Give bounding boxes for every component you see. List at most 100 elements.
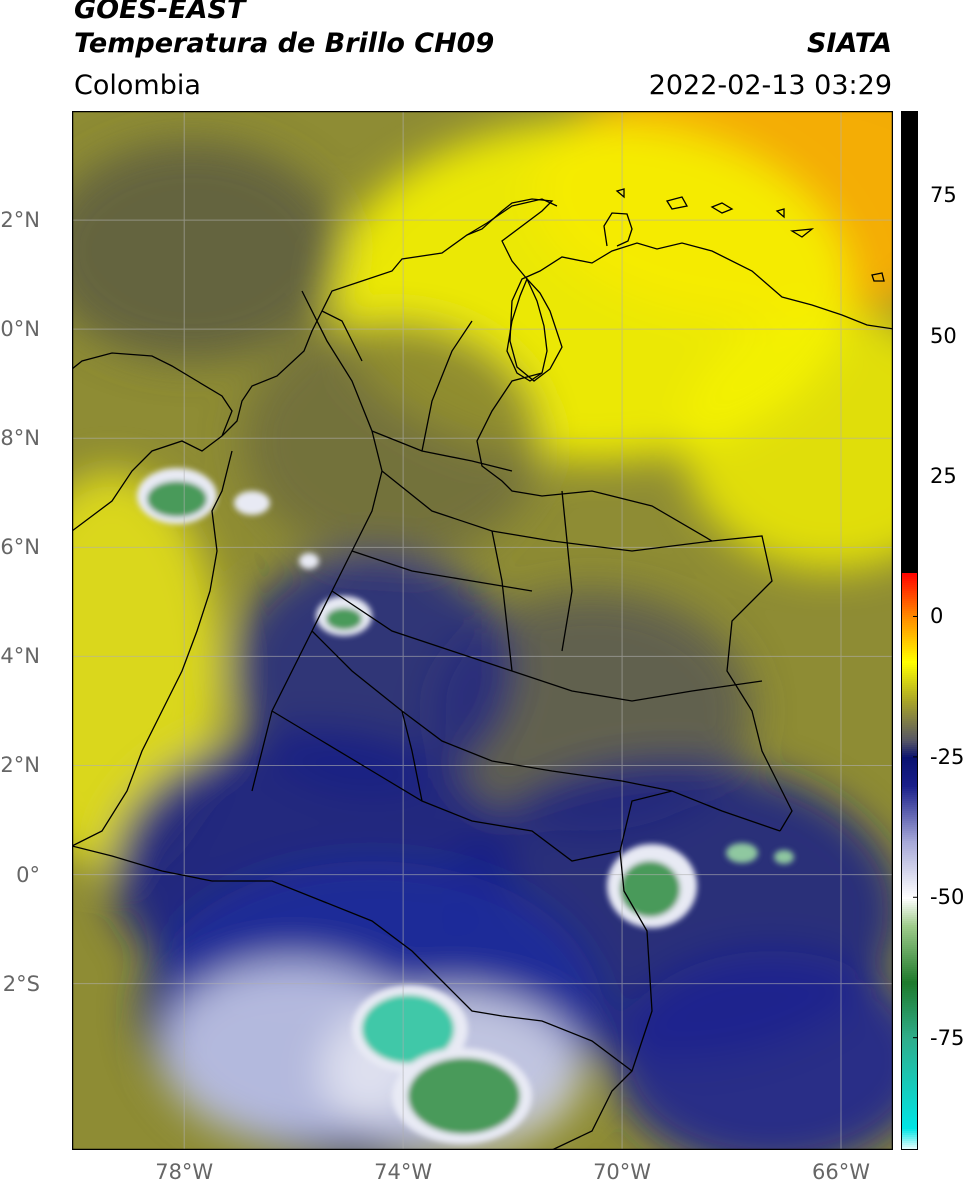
colorbar-segment bbox=[901, 819, 918, 822]
colorbar-segment bbox=[901, 637, 918, 640]
colorbar-segment bbox=[901, 1091, 918, 1094]
colorbar-segment bbox=[901, 689, 918, 692]
colorbar-segment bbox=[901, 389, 918, 392]
colorbar-segment bbox=[901, 789, 918, 792]
colorbar-segment bbox=[901, 305, 918, 308]
colorbar-segment bbox=[901, 853, 918, 856]
colorbar-segment bbox=[901, 1025, 918, 1028]
colorbar-segment bbox=[901, 457, 918, 460]
colorbar-segment bbox=[901, 677, 918, 680]
colorbar-segment bbox=[901, 163, 918, 166]
colorbar-segment bbox=[901, 415, 918, 418]
colorbar-segment bbox=[901, 1019, 918, 1022]
colorbar-segment bbox=[901, 287, 918, 290]
colorbar-segment bbox=[901, 939, 918, 942]
colombia-venezuela-border bbox=[476, 372, 793, 832]
colorbar-segment bbox=[901, 657, 918, 660]
colorbar-segment bbox=[901, 327, 918, 330]
colorbar-segment bbox=[901, 533, 918, 536]
colorbar-segment bbox=[901, 383, 918, 386]
colorbar-segment bbox=[901, 1135, 918, 1138]
colorbar-segment bbox=[901, 1081, 918, 1084]
colorbar-segment bbox=[901, 581, 918, 584]
colorbar-segment bbox=[901, 693, 918, 696]
colorbar-segment bbox=[901, 889, 918, 892]
colorbar-segment bbox=[901, 683, 918, 686]
colorbar-segment bbox=[901, 765, 918, 768]
colorbar-segment bbox=[901, 451, 918, 454]
colorbar bbox=[901, 111, 918, 1150]
colorbar-segment bbox=[901, 1013, 918, 1016]
colorbar-segment bbox=[901, 1051, 918, 1054]
lat-label: 4°N bbox=[0, 644, 40, 669]
colorbar-segment bbox=[901, 947, 918, 950]
colorbar-segment bbox=[901, 159, 918, 162]
colorbar-segment bbox=[901, 233, 918, 236]
colorbar-segment bbox=[901, 315, 918, 318]
colorbar-segment bbox=[901, 381, 918, 384]
lat-label: 2°S bbox=[2, 971, 40, 996]
colorbar-segment bbox=[901, 1103, 918, 1106]
colorbar-segment bbox=[901, 919, 918, 922]
colorbar-segment bbox=[901, 843, 918, 846]
colorbar-tick-label: 75 bbox=[930, 183, 957, 208]
colorbar-segment bbox=[901, 1123, 918, 1126]
colorbar-segment bbox=[901, 867, 918, 870]
colorbar-segment bbox=[901, 115, 918, 118]
colorbar-segment bbox=[901, 611, 918, 614]
colorbar-segment bbox=[901, 133, 918, 136]
colorbar-segment bbox=[901, 407, 918, 410]
colorbar-segment bbox=[901, 635, 918, 638]
colorbar-segment bbox=[901, 1043, 918, 1046]
colorbar-segment bbox=[901, 669, 918, 672]
colorbar-segment bbox=[901, 661, 918, 664]
paraguana-peninsula bbox=[603, 212, 633, 247]
colorbar-segment bbox=[901, 373, 918, 376]
colorbar-segment bbox=[901, 861, 918, 864]
colorbar-segment bbox=[901, 437, 918, 440]
colorbar-segment bbox=[901, 363, 918, 366]
colorbar-segment bbox=[901, 471, 918, 474]
colorbar-segment bbox=[901, 863, 918, 866]
colorbar-segment bbox=[901, 707, 918, 710]
colorbar-segment bbox=[901, 1139, 918, 1142]
colorbar-segment bbox=[901, 887, 918, 890]
colorbar-segment bbox=[901, 443, 918, 446]
colorbar-segment bbox=[901, 933, 918, 936]
colorbar-segment bbox=[901, 265, 918, 268]
colorbar-segment bbox=[901, 747, 918, 750]
colorbar-segment bbox=[901, 849, 918, 852]
colorbar-segment bbox=[901, 495, 918, 498]
colorbar-segment bbox=[901, 247, 918, 250]
colorbar-segment bbox=[901, 441, 918, 444]
colorbar-segment bbox=[901, 743, 918, 746]
colorbar-segment bbox=[901, 771, 918, 774]
colorbar-segment bbox=[901, 821, 918, 824]
colorbar-segment bbox=[901, 609, 918, 612]
colorbar-segment bbox=[901, 813, 918, 816]
colorbar-segment bbox=[901, 913, 918, 916]
colorbar-segment bbox=[901, 501, 918, 504]
colorbar-segment bbox=[901, 687, 918, 690]
colorbar-segment bbox=[901, 943, 918, 946]
colorbar-segment bbox=[901, 639, 918, 642]
colorbar-segment bbox=[901, 169, 918, 172]
colorbar-segment bbox=[901, 333, 918, 336]
colorbar-segment bbox=[901, 753, 918, 756]
colorbar-segment bbox=[901, 319, 918, 322]
colorbar-segment bbox=[901, 759, 918, 762]
colorbar-segment bbox=[901, 773, 918, 776]
colorbar-segment bbox=[901, 341, 918, 344]
colorbar-segment bbox=[901, 391, 918, 394]
colorbar-segment bbox=[901, 397, 918, 400]
colorbar-segment bbox=[901, 587, 918, 590]
colorbar-segment bbox=[901, 739, 918, 742]
colorbar-segment bbox=[901, 959, 918, 962]
colorbar-segment bbox=[901, 361, 918, 364]
colorbar-segment bbox=[901, 387, 918, 390]
colorbar-segment bbox=[901, 931, 918, 934]
colorbar-segment bbox=[901, 709, 918, 712]
colorbar-segment bbox=[901, 969, 918, 972]
colorbar-segment bbox=[901, 473, 918, 476]
colorbar-segment bbox=[901, 343, 918, 346]
